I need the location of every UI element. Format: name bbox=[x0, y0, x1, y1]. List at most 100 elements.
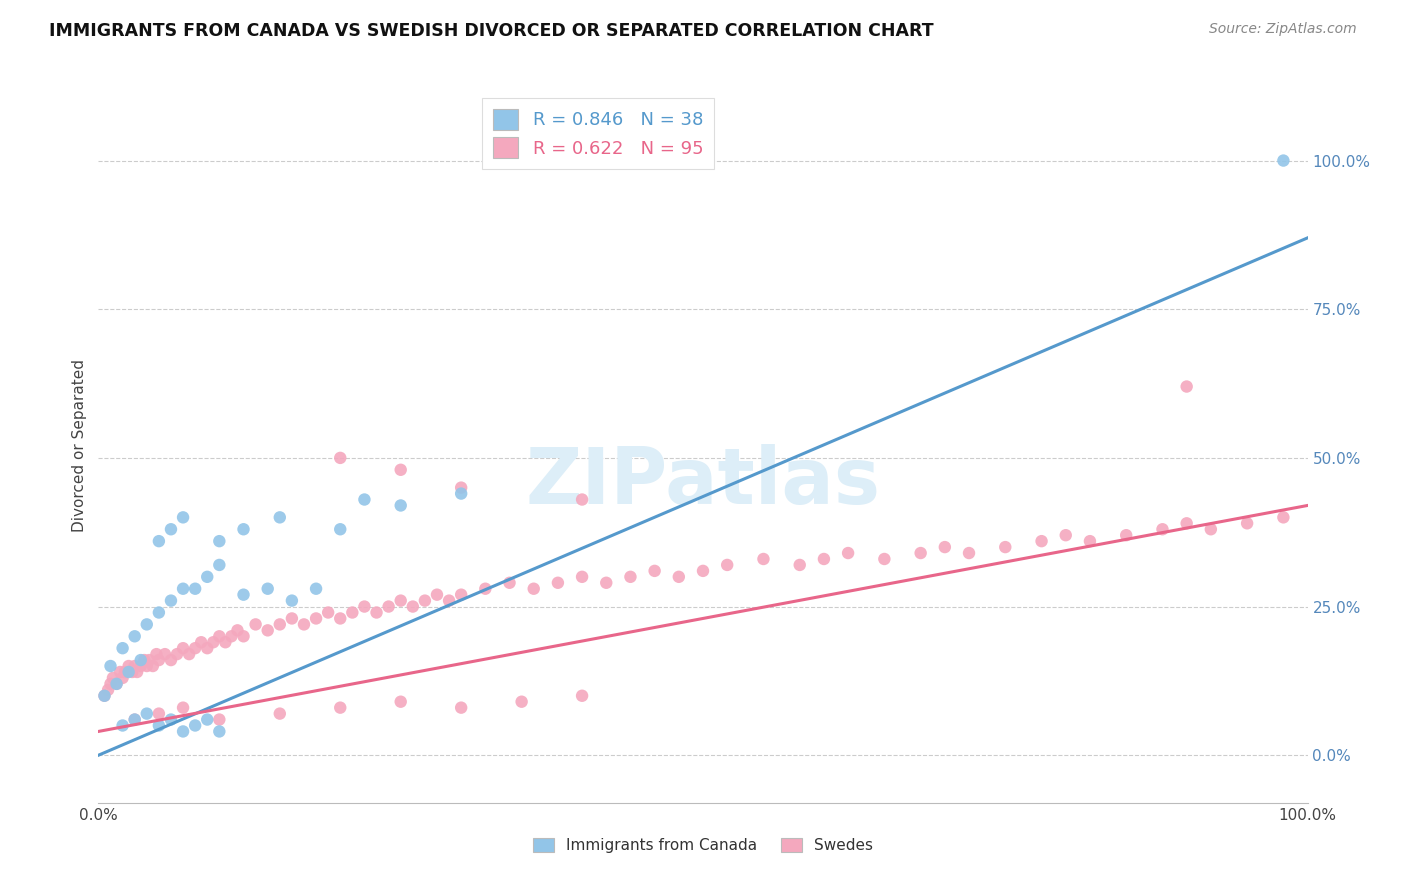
Point bbox=[329, 611, 352, 625]
Point bbox=[124, 713, 146, 727]
Point bbox=[160, 713, 183, 727]
Point bbox=[190, 635, 212, 649]
Point bbox=[121, 665, 143, 679]
Point bbox=[124, 629, 146, 643]
Point bbox=[450, 481, 472, 495]
Point bbox=[195, 570, 218, 584]
Point bbox=[450, 588, 472, 602]
Point bbox=[208, 629, 231, 643]
Point bbox=[160, 593, 183, 607]
Point bbox=[450, 486, 472, 500]
Point bbox=[118, 665, 141, 679]
Point bbox=[108, 665, 131, 679]
Point bbox=[994, 540, 1017, 554]
Point bbox=[138, 653, 160, 667]
Point bbox=[111, 671, 134, 685]
Point bbox=[232, 629, 254, 643]
Point bbox=[221, 629, 243, 643]
Point bbox=[1115, 528, 1137, 542]
Point bbox=[910, 546, 932, 560]
Point bbox=[305, 611, 328, 625]
Point bbox=[127, 665, 149, 679]
Point bbox=[118, 659, 141, 673]
Point bbox=[148, 534, 170, 549]
Point bbox=[571, 570, 593, 584]
Point bbox=[1199, 522, 1222, 536]
Point bbox=[498, 575, 520, 590]
Point bbox=[389, 499, 412, 513]
Point bbox=[377, 599, 399, 614]
Point bbox=[166, 647, 188, 661]
Point bbox=[329, 522, 352, 536]
Point bbox=[873, 552, 896, 566]
Point bbox=[957, 546, 980, 560]
Point bbox=[208, 534, 231, 549]
Point bbox=[202, 635, 225, 649]
Point bbox=[111, 641, 134, 656]
Point bbox=[353, 492, 375, 507]
Point bbox=[523, 582, 546, 596]
Point bbox=[389, 593, 412, 607]
Point bbox=[111, 718, 134, 732]
Point bbox=[172, 582, 194, 596]
Point bbox=[1236, 516, 1258, 531]
Point bbox=[97, 682, 120, 697]
Point bbox=[148, 718, 170, 732]
Point bbox=[172, 641, 194, 656]
Point bbox=[172, 700, 194, 714]
Point bbox=[148, 606, 170, 620]
Point bbox=[245, 617, 267, 632]
Point bbox=[172, 510, 194, 524]
Point bbox=[450, 700, 472, 714]
Point bbox=[160, 653, 183, 667]
Point bbox=[1272, 510, 1295, 524]
Text: IMMIGRANTS FROM CANADA VS SWEDISH DIVORCED OR SEPARATED CORRELATION CHART: IMMIGRANTS FROM CANADA VS SWEDISH DIVORC… bbox=[49, 22, 934, 40]
Point bbox=[413, 593, 436, 607]
Point bbox=[329, 450, 352, 465]
Point bbox=[208, 558, 231, 572]
Point bbox=[135, 706, 157, 721]
Point bbox=[426, 588, 449, 602]
Point bbox=[1272, 153, 1295, 168]
Point bbox=[813, 552, 835, 566]
Point bbox=[184, 718, 207, 732]
Point bbox=[571, 492, 593, 507]
Point bbox=[281, 593, 304, 607]
Point bbox=[256, 624, 278, 638]
Point bbox=[256, 582, 278, 596]
Point bbox=[148, 653, 170, 667]
Point bbox=[124, 713, 146, 727]
Point bbox=[214, 635, 236, 649]
Point bbox=[153, 647, 176, 661]
Point bbox=[172, 724, 194, 739]
Point bbox=[474, 582, 496, 596]
Point bbox=[134, 653, 156, 667]
Point bbox=[232, 522, 254, 536]
Point bbox=[195, 641, 218, 656]
Point bbox=[1152, 522, 1174, 536]
Point bbox=[269, 510, 291, 524]
Point bbox=[595, 575, 617, 590]
Point bbox=[129, 653, 152, 667]
Point bbox=[208, 713, 231, 727]
Point bbox=[389, 463, 412, 477]
Point bbox=[269, 706, 291, 721]
Point bbox=[402, 599, 425, 614]
Point bbox=[101, 671, 124, 685]
Text: ZIPatlas: ZIPatlas bbox=[526, 443, 880, 520]
Point bbox=[100, 659, 122, 673]
Point bbox=[135, 617, 157, 632]
Point bbox=[184, 582, 207, 596]
Point bbox=[934, 540, 956, 554]
Point bbox=[389, 695, 412, 709]
Point bbox=[114, 665, 136, 679]
Point bbox=[789, 558, 811, 572]
Point bbox=[1054, 528, 1077, 542]
Point bbox=[160, 522, 183, 536]
Y-axis label: Divorced or Separated: Divorced or Separated bbox=[72, 359, 87, 533]
Point bbox=[142, 659, 165, 673]
Point bbox=[837, 546, 859, 560]
Point bbox=[105, 677, 128, 691]
Point bbox=[547, 575, 569, 590]
Point bbox=[129, 659, 152, 673]
